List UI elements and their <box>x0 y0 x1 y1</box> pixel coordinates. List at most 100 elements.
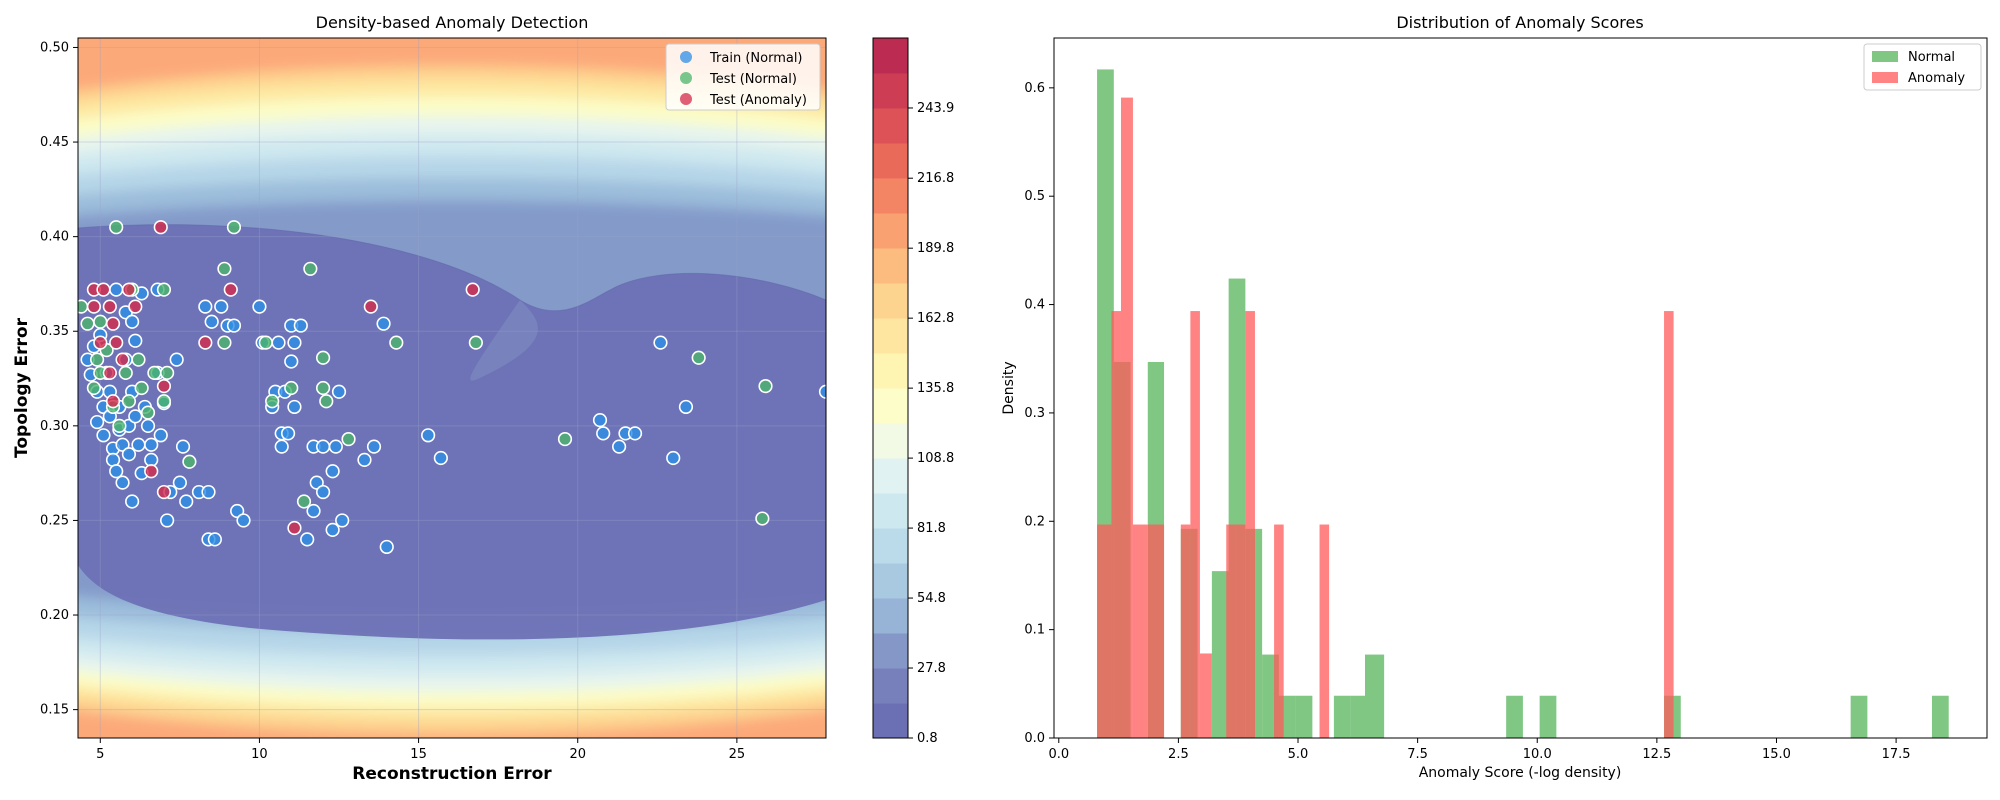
colorbar-band <box>873 563 908 599</box>
point-test-normal <box>131 352 146 367</box>
bar-anomaly <box>1111 311 1121 738</box>
bar-normal <box>1506 695 1523 738</box>
legend-marker-train-normal <box>680 51 692 63</box>
colorbar-band <box>873 703 908 739</box>
point-train-normal <box>300 532 315 547</box>
colorbar-band <box>873 528 908 564</box>
scatter-x-tick-label: 25 <box>729 747 746 762</box>
scatter-x-tick-label: 5 <box>96 747 104 762</box>
colorbar-band <box>873 423 908 459</box>
legend-label-test-anomaly: Test (Anomaly) <box>709 93 807 108</box>
histogram-bars <box>1097 69 1949 738</box>
point-train-normal <box>109 464 124 479</box>
legend-marker-test-normal <box>680 72 692 84</box>
density-core-notch <box>470 300 538 381</box>
scatter-plot-frame <box>77 37 827 739</box>
point-test-normal <box>182 454 197 469</box>
point-train-normal <box>331 384 347 399</box>
point-test-normal <box>217 261 232 276</box>
histogram-y-tick-label: 0.2 <box>1024 514 1045 529</box>
scatter-y-tick-label: 0.50 <box>40 40 69 55</box>
point-train-normal <box>293 318 308 333</box>
bar-anomaly <box>1199 653 1212 738</box>
scatter-legend: Train (Normal) Test (Normal) Test (Anoma… <box>665 43 821 111</box>
point-train-normal <box>236 513 251 528</box>
histogram-y-tick-label: 0.4 <box>1024 298 1045 313</box>
density-scatter-chart: Density-based Anomaly Detection 5 10 15 20 2… <box>12 13 827 784</box>
point-test-normal <box>134 380 149 396</box>
point-train-normal <box>666 450 681 466</box>
bar-anomaly <box>1245 311 1255 738</box>
point-test-anomaly <box>128 299 143 314</box>
histogram-y-label: Density <box>1001 361 1017 414</box>
series-anomaly <box>1097 97 1674 738</box>
scatter-y-tick-label: 0.15 <box>40 703 69 718</box>
colorbar-tick-label: 0.8 <box>917 731 938 746</box>
point-test-anomaly <box>223 282 238 297</box>
colorbar-band <box>873 248 908 284</box>
point-train-normal <box>421 428 436 443</box>
histogram-plot-frame <box>1053 37 1988 739</box>
point-test-anomaly <box>363 299 378 314</box>
colorbar-band <box>873 38 908 74</box>
histogram-x-tick-label: 17.5 <box>1882 747 1911 762</box>
point-train-normal <box>160 513 175 528</box>
point-test-anomaly <box>115 352 130 367</box>
point-test-normal <box>140 405 156 420</box>
point-test-normal <box>226 220 242 235</box>
bar-normal <box>1333 695 1351 738</box>
scatter-legend-box <box>665 43 821 111</box>
point-test-anomaly <box>102 365 117 380</box>
point-train-normal <box>596 426 611 441</box>
series-test-anomaly <box>86 220 480 536</box>
colorbar-band <box>873 318 908 354</box>
point-test-normal <box>265 394 280 409</box>
colorbar-tick-label: 189.8 <box>917 241 954 256</box>
scatter-y-tick-label: 0.25 <box>40 513 69 528</box>
colorbar-band <box>873 353 908 389</box>
colorbar-tick-label: 216.8 <box>917 171 954 186</box>
point-train-normal <box>328 439 343 454</box>
bar-anomaly <box>1120 97 1133 738</box>
point-train-normal <box>125 314 140 329</box>
scatter-y-tick-label: 0.40 <box>40 230 69 245</box>
point-test-normal <box>557 431 573 447</box>
point-train-normal <box>287 399 302 415</box>
histogram-title: Distribution of Anomaly Scores <box>1396 13 1643 32</box>
colorbar-band <box>873 108 908 144</box>
histogram-x-tick-label: 10.0 <box>1523 747 1552 762</box>
colorbar-tick-label: 108.8 <box>917 451 954 466</box>
colorbar-band <box>873 283 908 319</box>
point-train-normal <box>306 503 321 519</box>
point-train-normal <box>280 426 296 441</box>
colorbar-band <box>873 143 908 179</box>
point-test-normal <box>284 380 299 396</box>
point-train-normal <box>109 282 124 297</box>
colorbar-bands <box>873 38 908 739</box>
point-test-anomaly <box>102 299 117 314</box>
legend-label-train-normal: Train (Normal) <box>709 51 803 66</box>
bar-anomaly <box>1274 524 1284 738</box>
point-train-normal <box>284 354 299 369</box>
point-train-normal <box>315 484 331 500</box>
bar-anomaly <box>1664 311 1674 738</box>
legend-swatch-anomaly <box>1872 72 1898 83</box>
point-test-anomaly <box>144 464 159 479</box>
point-train-normal <box>678 399 694 415</box>
scatter-x-label: Reconstruction Error <box>352 764 552 784</box>
point-test-anomaly <box>121 282 137 297</box>
point-train-normal <box>592 413 608 428</box>
point-test-normal <box>80 316 95 331</box>
bar-anomaly <box>1235 524 1246 738</box>
point-train-normal <box>115 475 130 490</box>
histogram-y-tick-label: 0.1 <box>1024 623 1045 638</box>
bar-anomaly <box>1190 311 1200 738</box>
point-train-normal <box>128 333 143 348</box>
colorbar-band <box>873 668 908 704</box>
point-test-normal <box>147 365 162 380</box>
point-train-normal <box>201 484 216 500</box>
colorbar-band <box>873 493 908 529</box>
bar-anomaly <box>1180 524 1191 738</box>
histogram-x-label: Anomaly Score (-log density) <box>1419 765 1622 781</box>
point-train-normal <box>179 494 194 509</box>
